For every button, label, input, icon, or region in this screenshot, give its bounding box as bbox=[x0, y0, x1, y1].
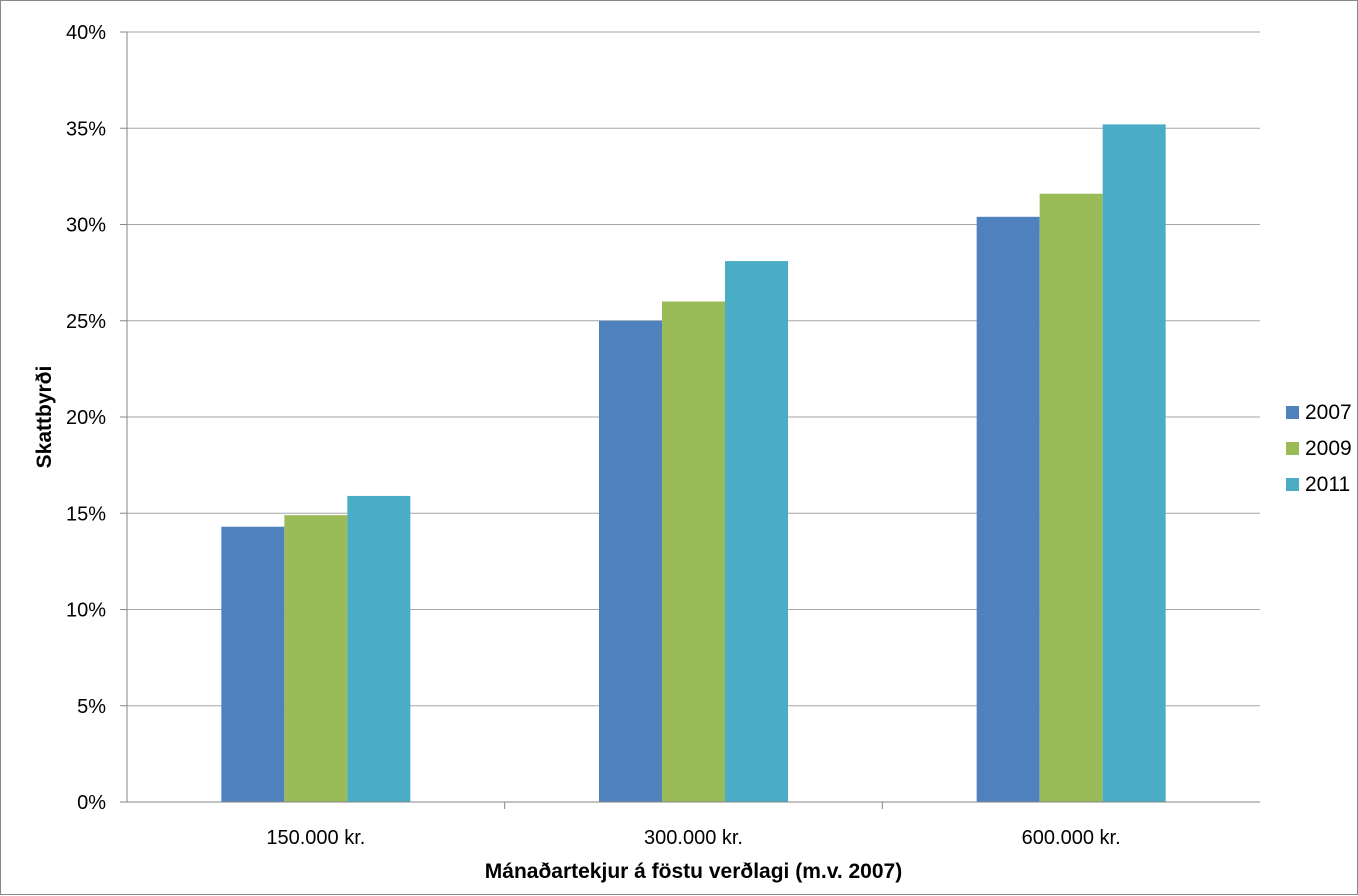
legend-label-2007: 2007 bbox=[1305, 401, 1352, 424]
bar-2011-3 bbox=[1102, 124, 1166, 802]
legend-label-2011: 2011 bbox=[1305, 473, 1350, 496]
y-tick-label: 10% bbox=[66, 600, 106, 622]
bar-2009-2 bbox=[662, 301, 725, 802]
bar-2011-1 bbox=[347, 495, 411, 802]
bar-2007-1 bbox=[221, 526, 285, 802]
bars bbox=[221, 124, 1166, 803]
y-tick-label: 5% bbox=[77, 696, 106, 718]
y-tick-label: 30% bbox=[66, 215, 106, 237]
bar-2009-3 bbox=[1039, 193, 1103, 802]
y-tick-labels: 0% 5% 10% 15% 20% 25% 30% 35% 40% bbox=[66, 22, 106, 814]
legend-swatch-2009 bbox=[1286, 442, 1299, 455]
bar-2007-2 bbox=[599, 320, 662, 802]
y-tick-label: 40% bbox=[66, 22, 106, 44]
x-tick-labels: 150.000 kr. 300.000 kr. 600.000 kr. bbox=[266, 802, 1121, 849]
x-axis-title: Mánaðartekjur á föstu verðlagi (m.v. 200… bbox=[485, 860, 902, 883]
legend: 2007 2009 2011 bbox=[1286, 401, 1352, 496]
y-tick-label: 35% bbox=[66, 118, 106, 140]
y-axis-title: Skattbyrði bbox=[33, 366, 56, 469]
y-tick-label: 20% bbox=[66, 407, 106, 429]
y-tick-label: 15% bbox=[66, 503, 106, 525]
x-tick-label: 150.000 kr. bbox=[266, 827, 365, 849]
legend-swatch-2007 bbox=[1286, 406, 1299, 419]
bar-2009-1 bbox=[284, 515, 348, 802]
y-tick-label: 0% bbox=[77, 792, 106, 814]
axes bbox=[126, 32, 1260, 803]
x-tick-label: 300.000 kr. bbox=[644, 827, 743, 849]
bar-2007-3 bbox=[976, 216, 1040, 803]
x-tick-label: 600.000 kr. bbox=[1022, 827, 1121, 849]
y-tick-label: 25% bbox=[66, 311, 106, 333]
legend-swatch-2011 bbox=[1286, 478, 1299, 491]
legend-label-2009: 2009 bbox=[1305, 437, 1352, 460]
bar-2011-2 bbox=[725, 261, 788, 802]
